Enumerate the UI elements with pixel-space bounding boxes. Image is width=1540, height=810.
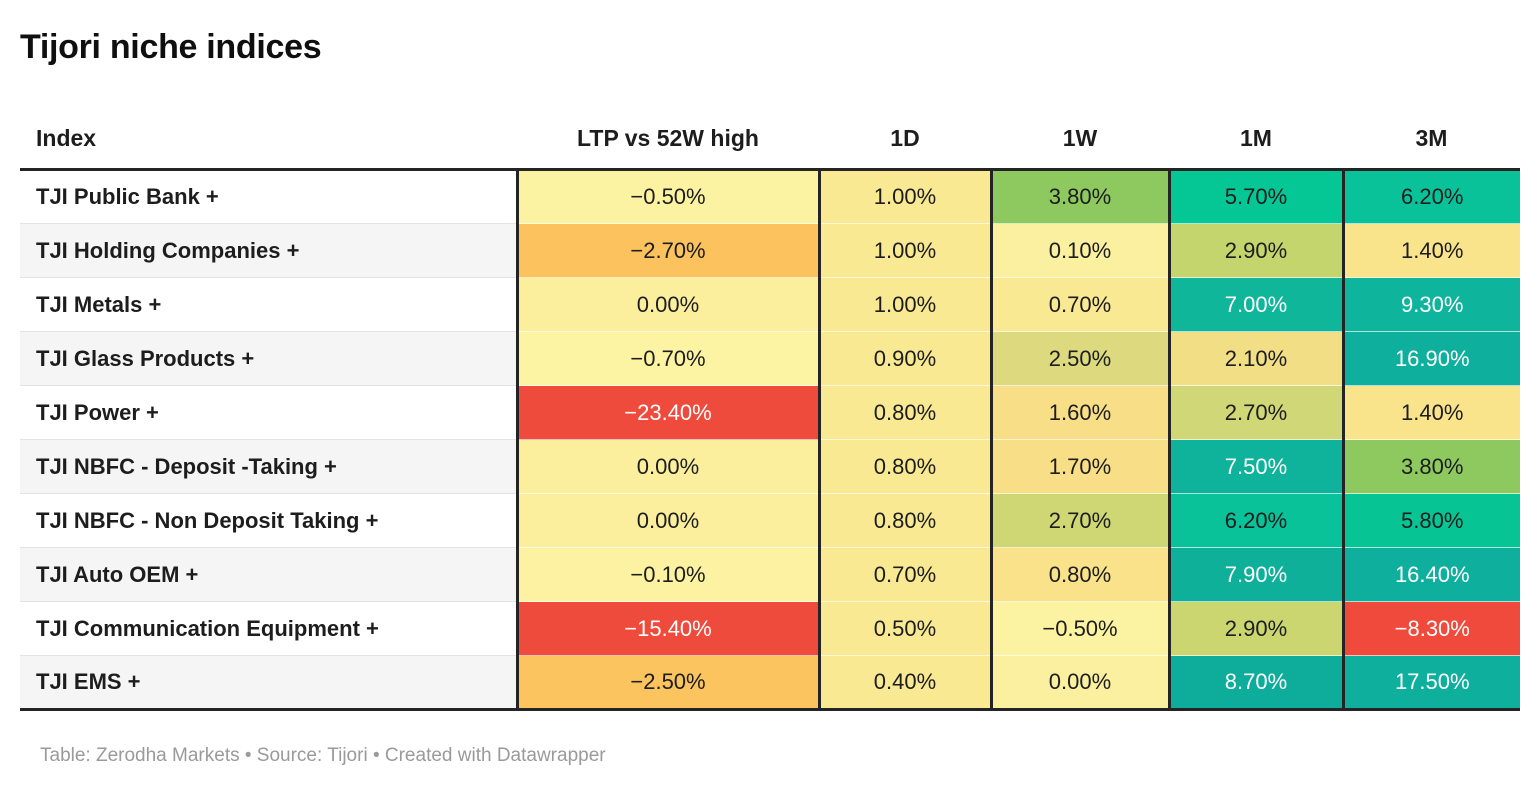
value-cell: 0.00%: [989, 655, 1169, 711]
index-label[interactable]: TJI Communication Equipment +: [20, 601, 517, 656]
page-title: Tijori niche indices: [20, 28, 322, 66]
value-cell: 2.70%: [1167, 385, 1343, 440]
table-body: TJI Public Bank + −0.50% 1.00% 3.80% 5.70% 6.…: [20, 169, 1520, 711]
value-cell: 0.10%: [989, 223, 1169, 278]
column-header-index: Index: [20, 125, 517, 171]
value-cell: 2.90%: [1167, 223, 1343, 278]
value-cell: −0.70%: [515, 331, 819, 386]
value-cell: 5.80%: [1341, 493, 1520, 548]
value-cell: 6.20%: [1167, 493, 1343, 548]
value-cell: −2.50%: [515, 655, 819, 711]
index-label[interactable]: TJI Auto OEM +: [20, 547, 517, 602]
page: Tijori niche indices Index LTP vs 52W hi…: [20, 28, 1520, 766]
value-cell: 0.70%: [817, 547, 991, 602]
index-label[interactable]: TJI Power +: [20, 385, 517, 440]
header-row: Index LTP vs 52W high 1D 1W 1M 3M: [20, 125, 1520, 171]
value-cell: 7.50%: [1167, 439, 1343, 494]
value-cell: 0.40%: [817, 655, 991, 711]
index-label[interactable]: TJI Metals +: [20, 277, 517, 332]
value-cell: −15.40%: [515, 601, 819, 656]
index-label[interactable]: TJI Holding Companies +: [20, 223, 517, 278]
value-cell: 0.70%: [989, 277, 1169, 332]
table-row: TJI NBFC - Non Deposit Taking +0.00% 0.80…: [20, 493, 1520, 548]
value-cell: −0.10%: [515, 547, 819, 602]
value-cell: 2.10%: [1167, 331, 1343, 386]
value-cell: 0.80%: [817, 385, 991, 440]
value-cell: 2.50%: [989, 331, 1169, 386]
value-cell: 1.40%: [1341, 223, 1520, 278]
value-cell: −0.50%: [515, 169, 819, 224]
column-header-1w: 1W: [991, 125, 1169, 171]
value-cell: 2.70%: [989, 493, 1169, 548]
value-cell: −8.30%: [1341, 601, 1520, 656]
index-label[interactable]: TJI NBFC - Deposit -Taking +: [20, 439, 517, 494]
table-row: TJI Glass Products + −0.70% 0.90% 2.50% 2.10…: [20, 331, 1520, 386]
table-row: TJI Power + −23.40% 0.80% 1.60% 2.70% 1.40%: [20, 385, 1520, 440]
value-cell: 16.90%: [1341, 331, 1520, 386]
value-cell: 0.00%: [515, 493, 819, 548]
index-label[interactable]: TJI Public Bank +: [20, 169, 517, 224]
value-cell: 1.00%: [817, 169, 991, 224]
table-row: TJI Communication Equipment + −15.40% 0.50…: [20, 601, 1520, 656]
index-label[interactable]: TJI Glass Products +: [20, 331, 517, 386]
value-cell: 9.30%: [1341, 277, 1520, 332]
indices-table: Index LTP vs 52W high 1D 1W 1M 3M TJI Pu…: [20, 125, 1520, 711]
value-cell: 0.80%: [989, 547, 1169, 602]
attribution-footer: Table: Zerodha Markets • Source: Tijori …: [40, 745, 606, 766]
value-cell: −23.40%: [515, 385, 819, 440]
table-row: TJI Public Bank + −0.50% 1.00% 3.80% 5.70% 6.…: [20, 169, 1520, 224]
column-header-ltp-vs-52w-high: LTP vs 52W high: [517, 125, 819, 171]
value-cell: 7.00%: [1167, 277, 1343, 332]
value-cell: −0.50%: [989, 601, 1169, 656]
index-label[interactable]: TJI EMS +: [20, 655, 517, 711]
table-row: TJI EMS + −2.50% 0.40% 0.00% 8.70% 17.50%: [20, 655, 1520, 711]
value-cell: 16.40%: [1341, 547, 1520, 602]
value-cell: 1.00%: [817, 223, 991, 278]
value-cell: 3.80%: [989, 169, 1169, 224]
value-cell: 0.90%: [817, 331, 991, 386]
value-cell: 0.00%: [515, 277, 819, 332]
value-cell: 0.50%: [817, 601, 991, 656]
value-cell: 0.80%: [817, 439, 991, 494]
table-row: TJI NBFC - Deposit -Taking +0.00% 0.80% 1.…: [20, 439, 1520, 494]
value-cell: 6.20%: [1341, 169, 1520, 224]
table-row: TJI Holding Companies + −2.70% 1.00% 0.10% 2…: [20, 223, 1520, 278]
value-cell: 5.70%: [1167, 169, 1343, 224]
table-row: TJI Auto OEM + −0.10% 0.70% 0.80% 7.90% 16.40…: [20, 547, 1520, 602]
value-cell: 3.80%: [1341, 439, 1520, 494]
value-cell: 1.40%: [1341, 385, 1520, 440]
value-cell: 1.00%: [817, 277, 991, 332]
value-cell: 8.70%: [1167, 655, 1343, 711]
value-cell: 2.90%: [1167, 601, 1343, 656]
column-header-1m: 1M: [1169, 125, 1343, 171]
value-cell: −2.70%: [515, 223, 819, 278]
value-cell: 1.60%: [989, 385, 1169, 440]
column-header-1d: 1D: [819, 125, 991, 171]
value-cell: 1.70%: [989, 439, 1169, 494]
value-cell: 0.80%: [817, 493, 991, 548]
value-cell: 7.90%: [1167, 547, 1343, 602]
value-cell: 17.50%: [1341, 655, 1520, 711]
value-cell: 0.00%: [515, 439, 819, 494]
index-label[interactable]: TJI NBFC - Non Deposit Taking +: [20, 493, 517, 548]
table-row: TJI Metals +0.00% 1.00% 0.70% 7.00% 9.30%: [20, 277, 1520, 332]
table-header: Index LTP vs 52W high 1D 1W 1M 3M: [20, 125, 1520, 171]
column-header-3m: 3M: [1343, 125, 1520, 171]
